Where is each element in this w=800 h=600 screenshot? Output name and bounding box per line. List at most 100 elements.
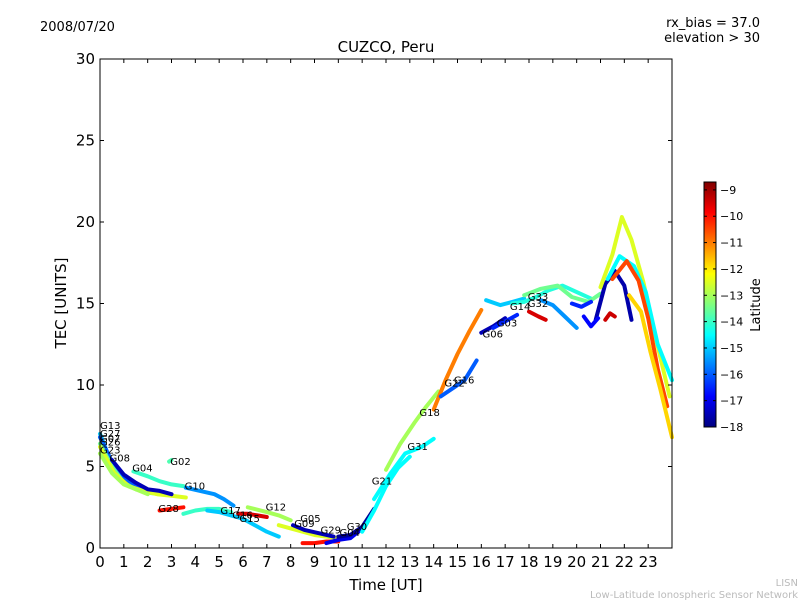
series-g08 xyxy=(109,458,174,497)
y-tick-label-20: 20 xyxy=(76,213,95,231)
satellite-label-1: G27 xyxy=(100,429,120,440)
x-tick-label-4: 4 xyxy=(191,553,201,571)
series-g12 xyxy=(245,505,293,523)
colorbar-gradient xyxy=(703,181,717,428)
x-tick-label-2: 2 xyxy=(143,553,153,571)
series-s03 xyxy=(569,299,593,309)
series-g09 xyxy=(291,523,336,539)
series-g21 xyxy=(360,454,412,534)
y-axis-label: TEC [UNITS] xyxy=(52,258,70,350)
series-s01 xyxy=(538,298,579,330)
colorbar: −9 −10 −11 −12 −13 −14 −15 −16 −17 −18 xyxy=(703,181,743,434)
x-tick-label-13: 13 xyxy=(400,553,419,571)
x-tick-label-15: 15 xyxy=(448,553,467,571)
series-s04 xyxy=(593,268,634,322)
x-tick-label-9: 9 xyxy=(310,553,320,571)
colorbar-tick-label-0: −9 xyxy=(720,184,736,197)
satellite-label-4: G23 xyxy=(100,446,120,457)
satellite-label-9: G28 xyxy=(158,504,178,515)
x-tick-label-6: 6 xyxy=(238,553,248,571)
satellite-label-0: G13 xyxy=(100,421,120,432)
colorbar-tick-label-3: −12 xyxy=(720,263,743,276)
colorbar-tick-label-1: −10 xyxy=(720,210,743,223)
series-g16b xyxy=(438,358,479,399)
series-g15 xyxy=(236,511,269,519)
x-tick-label-21: 21 xyxy=(591,553,610,571)
series-g23 xyxy=(98,451,150,497)
x-tick-label-23: 23 xyxy=(639,553,658,571)
satellite-label-20: G31 xyxy=(407,442,427,453)
series-g32 xyxy=(510,283,593,306)
satellite-label-18: G30 xyxy=(347,522,367,533)
y-tick-label-30: 30 xyxy=(76,50,95,68)
satellite-label-16: G29 xyxy=(321,525,341,536)
y-tick-label-15: 15 xyxy=(76,295,95,313)
y-tick-label-10: 10 xyxy=(76,376,95,394)
y-tick-label-0: 0 xyxy=(85,539,95,557)
series-g16 xyxy=(205,508,281,539)
x-tick-label-20: 20 xyxy=(567,553,586,571)
colorbar-tick-label-8: −17 xyxy=(720,395,743,408)
colorbar-tick-label-4: −13 xyxy=(720,289,743,302)
satellite-label-27: G32 xyxy=(528,299,548,310)
satellite-label-23: G16 xyxy=(454,375,474,386)
satellite-label-14: G05 xyxy=(300,514,320,525)
satellite-label-22: G22 xyxy=(444,379,464,390)
series-g10 xyxy=(183,485,236,508)
y-tick-label-25: 25 xyxy=(76,132,95,150)
x-tick-label-18: 18 xyxy=(519,553,538,571)
series-s10 xyxy=(581,314,601,329)
series-g27 xyxy=(98,435,150,493)
satellite-label-6: G04 xyxy=(132,463,152,474)
series-s08 xyxy=(627,293,674,440)
series-g31 xyxy=(372,436,436,502)
satellite-label-24: G06 xyxy=(483,330,503,341)
chart-title: CUZCO, Peru xyxy=(338,38,435,56)
x-tick-label-12: 12 xyxy=(376,553,395,571)
x-tick-label-22: 22 xyxy=(615,553,634,571)
series-g22 xyxy=(431,308,484,412)
series-g28 xyxy=(157,505,186,513)
satellite-label-13: G12 xyxy=(266,503,286,514)
colorbar-tick-label-5: −14 xyxy=(720,316,743,329)
satellite-label-19: G21 xyxy=(372,476,392,487)
x-axis-label: Time [UT] xyxy=(348,576,422,594)
x-tick-label-11: 11 xyxy=(353,553,372,571)
satellite-label-26: G14 xyxy=(510,302,530,313)
series-g18 xyxy=(384,389,441,472)
colorbar-label: Latitude xyxy=(749,278,764,332)
series-s07 xyxy=(610,259,670,409)
date-label: 2008/07/20 xyxy=(40,20,115,35)
x-tick-label-8: 8 xyxy=(286,553,296,571)
satellite-label-28: G33 xyxy=(528,292,548,303)
satellite-label-25: G03 xyxy=(497,318,517,329)
satellite-label-17: G04 xyxy=(340,528,360,539)
satellite-label-12: G15 xyxy=(239,514,259,525)
satellite-label-2: G07 xyxy=(100,434,120,445)
x-tick-label-1: 1 xyxy=(119,553,129,571)
x-tick-label-0: 0 xyxy=(95,553,105,571)
series-s09 xyxy=(603,311,617,322)
series-g14 xyxy=(484,296,527,308)
satellite-label-3: G26 xyxy=(100,437,120,448)
colorbar-tick-label-9: −18 xyxy=(720,421,743,434)
elevation-label: elevation > 30 xyxy=(664,31,760,46)
footer-org-name: Low-Latitude Ionospheric Sensor Network xyxy=(590,590,798,600)
satellite-label-21: G18 xyxy=(419,408,439,419)
colorbar-tick-label-7: −16 xyxy=(720,368,743,381)
satellite-label-15: G09 xyxy=(294,519,314,530)
footer-org-abbr: LISN xyxy=(776,578,798,589)
satellite-label-7: G02 xyxy=(170,457,190,468)
satellite-label-10: G17 xyxy=(220,506,240,517)
x-tick-label-5: 5 xyxy=(214,553,224,571)
x-tick-label-14: 14 xyxy=(424,553,443,571)
series-g03 xyxy=(491,312,520,330)
x-tick-label-7: 7 xyxy=(262,553,272,571)
y-tick-label-5: 5 xyxy=(85,458,95,476)
satellite-label-8: G10 xyxy=(185,481,205,492)
x-tick-label-19: 19 xyxy=(543,553,562,571)
x-tick-label-3: 3 xyxy=(167,553,177,571)
satellite-label-11: G16 xyxy=(232,511,252,522)
series-g04 xyxy=(131,469,186,489)
